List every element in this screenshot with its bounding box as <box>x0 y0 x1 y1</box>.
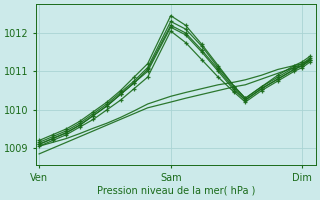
X-axis label: Pression niveau de la mer( hPa ): Pression niveau de la mer( hPa ) <box>97 186 255 196</box>
